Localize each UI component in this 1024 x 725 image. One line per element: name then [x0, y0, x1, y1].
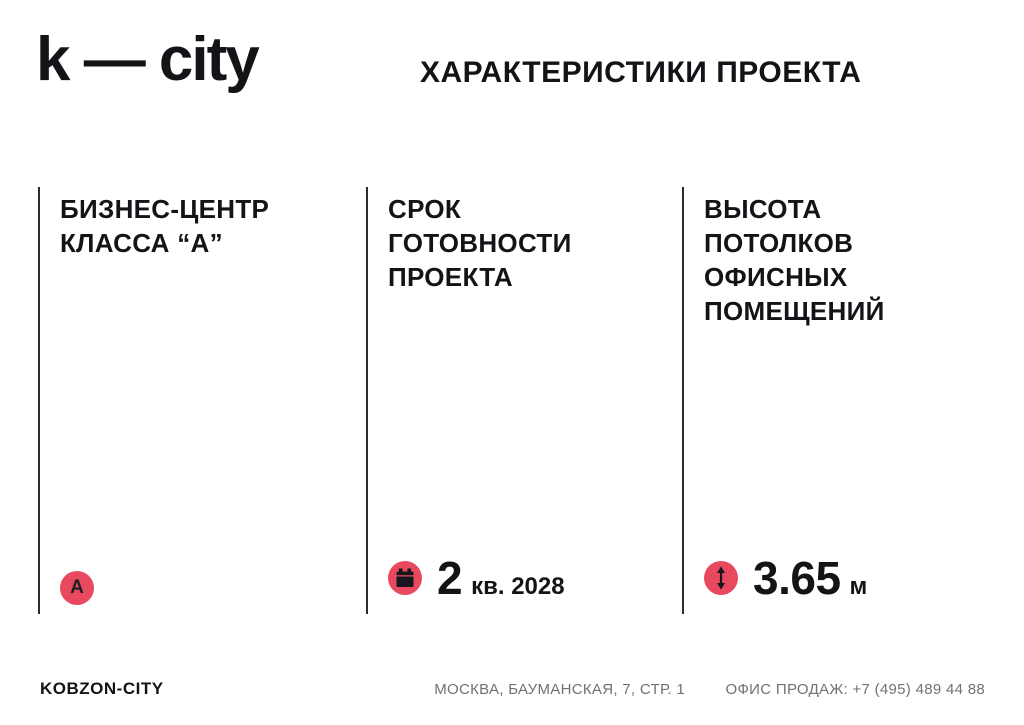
page-title: ХАРАКТЕРИСТИКИ ПРОЕКТА: [420, 56, 862, 89]
feature-column-ceiling-height: ВЫСОТА ПОТОЛКОВ ОФИСНЫХ ПОМЕЩЕНИЙ 3.65 м: [682, 187, 1012, 614]
column-title: БИЗНЕС-ЦЕНТР КЛАССА “А”: [60, 194, 270, 258]
class-a-badge-icon: А: [60, 571, 94, 605]
height-unit: м: [849, 573, 868, 600]
completion-year: кв. 2028: [471, 573, 565, 600]
badge-letter: А: [70, 577, 84, 598]
column-title: СРОК ГОТОВНОСТИ ПРОЕКТА: [388, 194, 572, 292]
calendar-icon: [388, 561, 422, 595]
completion-value: 2 кв. 2028: [437, 551, 565, 605]
feature-column-business-class: БИЗНЕС-ЦЕНТР КЛАССА “А” А: [38, 187, 343, 614]
ceiling-height-value: 3.65 м: [753, 551, 867, 605]
column-value-row: 3.65 м: [704, 551, 867, 605]
footer-brand: KOBZON-CITY: [40, 679, 164, 698]
height-arrow-icon: [704, 561, 738, 595]
footer-address: МОСКВА, БАУМАНСКАЯ, 7, СТР. 1: [434, 681, 685, 698]
feature-column-completion-date: СРОК ГОТОВНОСТИ ПРОЕКТА 2 кв. 2028: [366, 187, 661, 614]
completion-quarter: 2: [437, 552, 463, 604]
column-title: ВЫСОТА ПОТОЛКОВ ОФИСНЫХ ПОМЕЩЕНИЙ: [704, 194, 885, 326]
footer-sales-phone: ОФИС ПРОДАЖ: +7 (495) 489 44 88: [725, 681, 985, 698]
brand-logo: k — city: [36, 25, 260, 94]
column-value-row: 2 кв. 2028: [388, 551, 565, 605]
height-number: 3.65: [753, 552, 841, 604]
column-value-row: А: [60, 571, 94, 605]
